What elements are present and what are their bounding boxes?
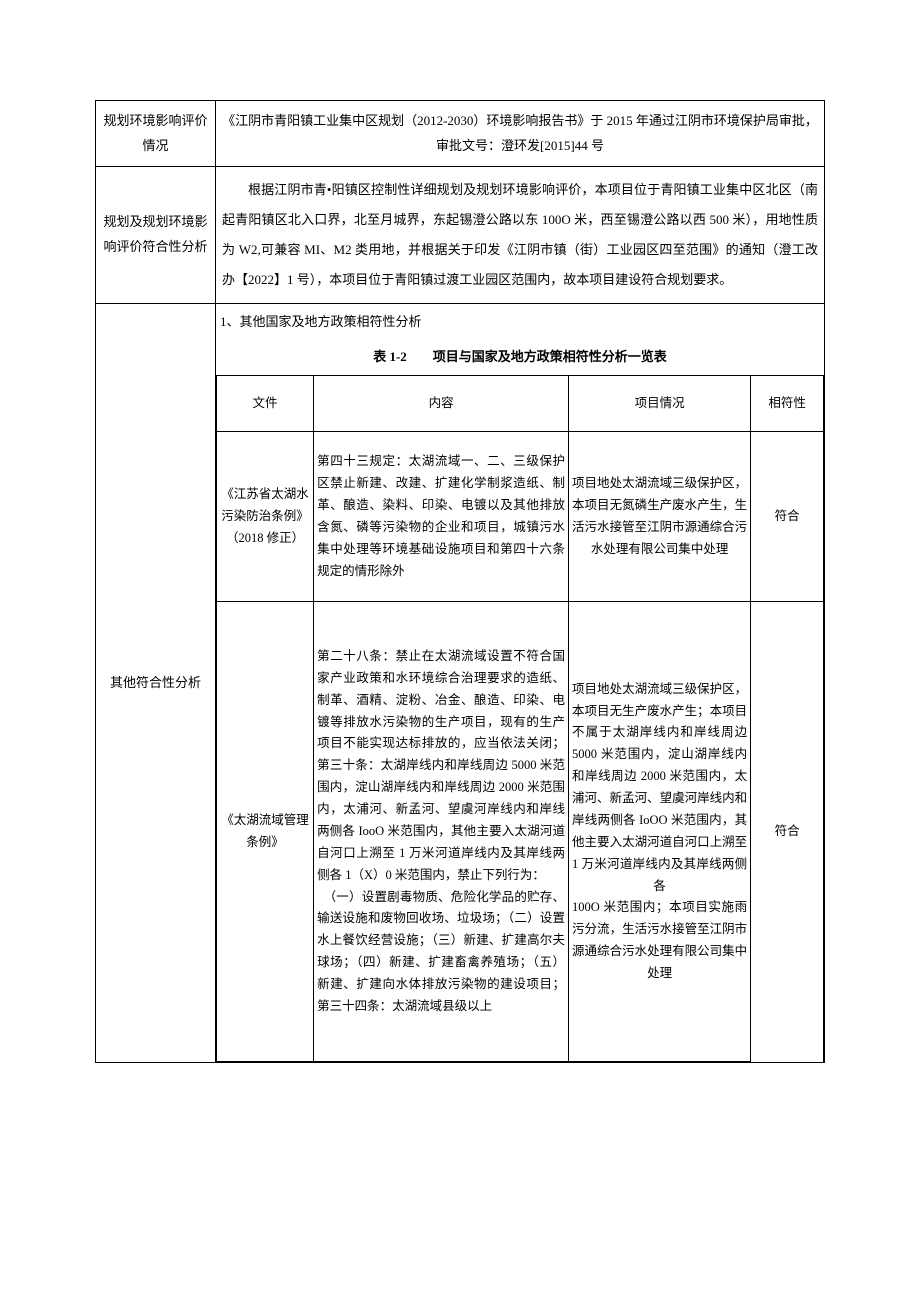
row1-label: 规划环境影响评价情况	[96, 101, 216, 167]
row2-label: 规划及规划环境影响评价符合性分析	[96, 167, 216, 304]
header-match: 相符性	[751, 376, 824, 432]
inner-row: 《太湖流域管理条例》 第二十八条：禁止在太湖流域设置不符合国家产业政策和水环境综…	[217, 602, 824, 1062]
row2-body: 根据江阴市青•阳镇区控制性详细规划及规划环境影响评价，本项目位于青阳镇工业集中区…	[216, 167, 825, 304]
cell-file: 《太湖流域管理条例》	[217, 602, 314, 1062]
cell-match: 符合	[751, 602, 824, 1062]
table-row: 规划环境影响评价情况 《江阴市青阳镇工业集中区规划（2012-2030）环境影响…	[96, 101, 825, 167]
row1-body: 《江阴市青阳镇工业集中区规划（2012-2030）环境影响报告书》于 2015 …	[216, 101, 825, 167]
inner-row: 《江苏省太湖水污染防治条例》 （2018 修正） 第四十三规定：太湖流域一、二、…	[217, 432, 824, 602]
table-row: 其他符合性分析 1、其他国家及地方政策相符性分析 表 1-2 项目与国家及地方政…	[96, 303, 825, 1062]
outer-table: 规划环境影响评价情况 《江阴市青阳镇工业集中区规划（2012-2030）环境影响…	[95, 100, 825, 1063]
row2-text: 根据江阴市青•阳镇区控制性详细规划及规划环境影响评价，本项目位于青阳镇工业集中区…	[222, 175, 818, 295]
header-content: 内容	[314, 376, 569, 432]
row3-label: 其他符合性分析	[96, 303, 216, 1062]
table-row: 规划及规划环境影响评价符合性分析 根据江阴市青•阳镇区控制性详细规划及规划环境影…	[96, 167, 825, 304]
cell-content: 第四十三规定：太湖流域一、二、三级保护区禁止新建、改建、扩建化学制浆造纸、制革、…	[314, 432, 569, 602]
cell-situation: 项目地处太湖流域三级保护区，本项目无生产废水产生；本项目不属于太湖岸线内和岸线周…	[569, 602, 751, 1062]
cell-content: 第二十八条：禁止在太湖流域设置不符合国家产业政策和水环境综合治理要求的造纸、制革…	[314, 602, 569, 1062]
cell-situation: 项目地处太湖流域三级保护区，本项目无氮磷生产废水产生，生活污水接管至江阴市源通综…	[569, 432, 751, 602]
inner-header-row: 文件 内容 项目情况 相符性	[217, 376, 824, 432]
section-title: 1、其他国家及地方政策相符性分析	[216, 310, 824, 339]
row3-body: 1、其他国家及地方政策相符性分析 表 1-2 项目与国家及地方政策相符性分析一览…	[216, 303, 825, 1062]
cell-match: 符合	[751, 432, 824, 602]
inner-table: 文件 内容 项目情况 相符性 《江苏省太湖水污染防治条例》 （2018 修正） …	[216, 375, 824, 1062]
inner-table-caption: 表 1-2 项目与国家及地方政策相符性分析一览表	[216, 345, 824, 370]
document-page: 规划环境影响评价情况 《江阴市青阳镇工业集中区规划（2012-2030）环境影响…	[0, 0, 920, 1123]
cell-file: 《江苏省太湖水污染防治条例》 （2018 修正）	[217, 432, 314, 602]
header-situation: 项目情况	[569, 376, 751, 432]
header-file: 文件	[217, 376, 314, 432]
